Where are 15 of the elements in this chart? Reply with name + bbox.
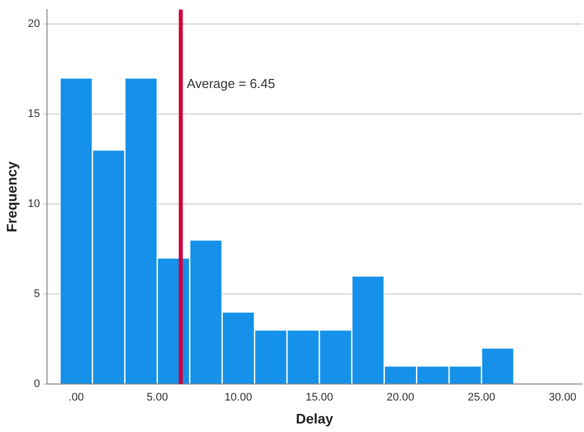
x-tick-label: 25.00: [468, 392, 496, 404]
x-tick-label: 15.00: [306, 392, 334, 404]
y-tick-label: 5: [34, 288, 40, 300]
y-tick-label: 20: [28, 18, 40, 30]
y-tick-label: 0: [34, 378, 40, 390]
x-tick-label: 20.00: [386, 392, 414, 404]
x-tick-label: .00: [68, 392, 84, 404]
x-tick-label: 5.00: [146, 392, 168, 404]
ref-line-label: Average = 6.45: [186, 76, 276, 92]
x-tick-label: 30.00: [548, 392, 576, 404]
y-axis-title: Frequency: [3, 161, 20, 232]
y-tick-label: 10: [28, 198, 40, 210]
x-tick-label: 10.00: [224, 392, 252, 404]
x-axis-title: Delay: [296, 410, 334, 426]
y-tick-label: 15: [28, 108, 40, 120]
